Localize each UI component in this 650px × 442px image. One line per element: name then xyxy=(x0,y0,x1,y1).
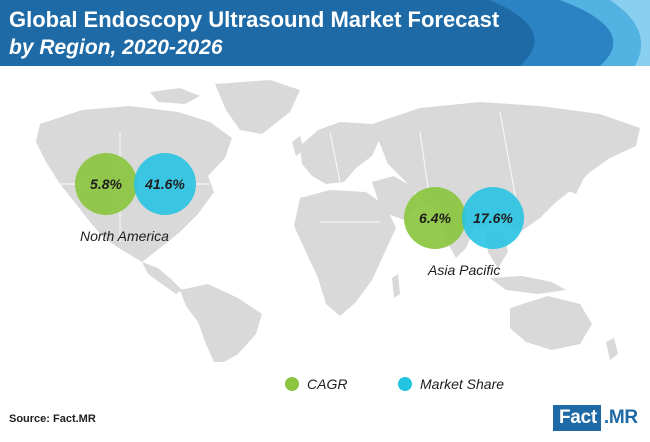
world-map xyxy=(36,80,640,362)
legend-market-share-label: Market Share xyxy=(420,376,505,392)
factmr-logo: Fact .MR xyxy=(553,405,645,431)
cagr-swatch-icon xyxy=(285,377,299,391)
north-america-share-bubble: 41.6% xyxy=(134,153,196,215)
uk-shape xyxy=(292,136,304,156)
arctic-islands-shape xyxy=(150,88,200,104)
north-america-share-value: 41.6% xyxy=(145,176,185,192)
page-subtitle: by Region, 2020-2026 xyxy=(9,36,223,59)
asia-pacific-label: Asia Pacific xyxy=(428,262,501,278)
source-note: Source: Fact.MR xyxy=(9,413,96,425)
japan-shape xyxy=(566,164,584,194)
header-background xyxy=(0,0,650,70)
south-america-shape xyxy=(180,284,262,362)
legend-market-share: Market Share xyxy=(398,376,504,392)
market-share-swatch-icon xyxy=(398,377,412,391)
north-america-label: North America xyxy=(80,228,169,244)
greenland-shape xyxy=(215,80,300,134)
header-banner: Global Endoscopy Ultrasound Market Forec… xyxy=(0,0,650,70)
madagascar-shape xyxy=(392,274,400,298)
asia-pacific-share-bubble: 17.6% xyxy=(462,187,524,249)
north-america-cagr-bubble: 5.8% xyxy=(75,153,137,215)
indonesia-shape xyxy=(490,276,566,294)
central-america-shape xyxy=(142,262,182,294)
north-america-cagr-value: 5.8% xyxy=(90,176,122,192)
new-zealand-shape xyxy=(606,338,618,360)
europe-shape xyxy=(300,122,380,184)
logo-part-fact: Fact xyxy=(553,405,601,431)
asia-pacific-cagr-bubble: 6.4% xyxy=(404,187,466,249)
africa-shape xyxy=(294,190,396,316)
asia-pacific-cagr-value: 6.4% xyxy=(419,210,451,226)
legend-cagr: CAGR xyxy=(285,376,347,392)
australia-shape xyxy=(510,296,592,350)
legend-cagr-label: CAGR xyxy=(307,376,348,392)
asia-pacific-share-value: 17.6% xyxy=(473,210,513,226)
page-title: Global Endoscopy Ultrasound Market Forec… xyxy=(9,7,500,32)
logo-part-mr: .MR xyxy=(600,405,641,431)
